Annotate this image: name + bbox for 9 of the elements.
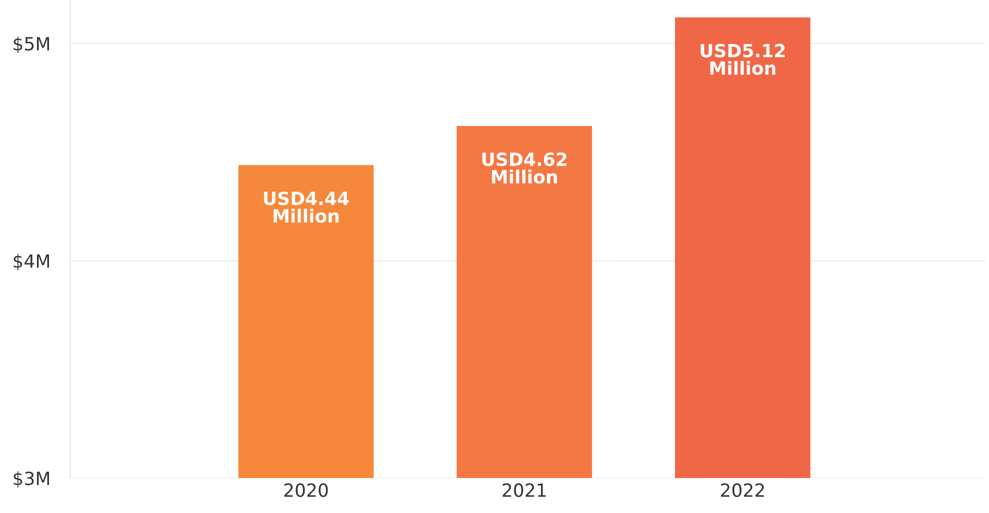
y-tick-label: $5M [14,36,50,53]
data-label: USD5.12 Million [700,44,785,75]
data-label: USD4.62 Million [482,152,566,184]
y-tick-label: $3M [14,471,50,488]
x-tick-label: 2022 [721,483,764,497]
x-tick-label: 2021 [502,483,546,497]
data-label: USD4.44 Million [264,192,349,223]
x-tick-label: 2020 [284,483,328,497]
y-tick-label: $4M [14,254,50,270]
